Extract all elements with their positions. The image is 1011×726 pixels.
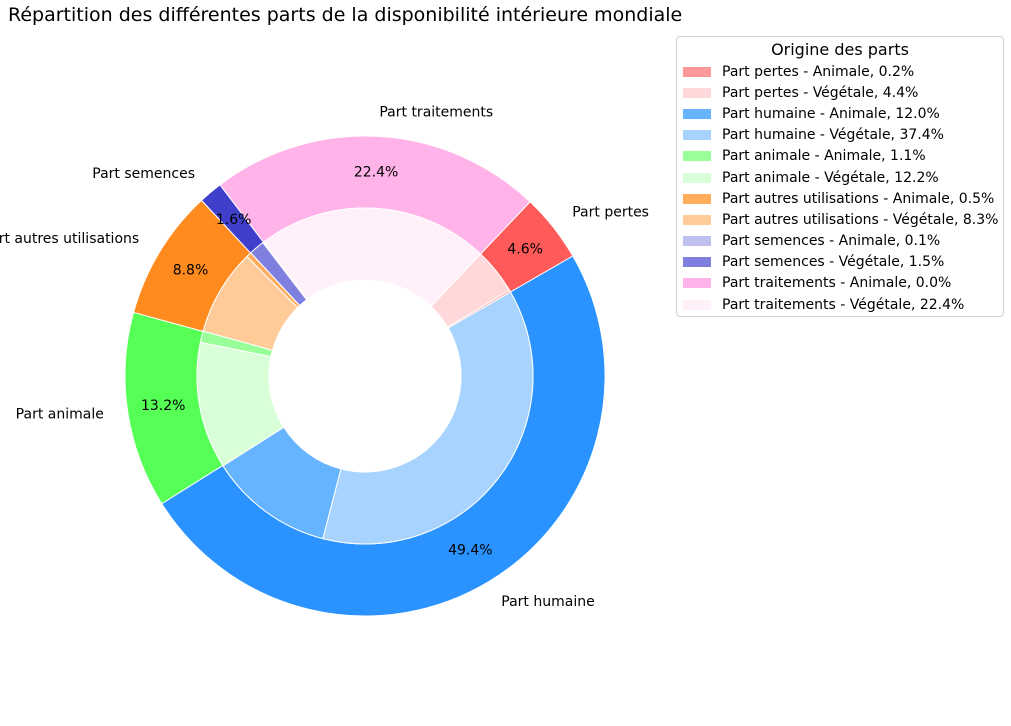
legend-label: Part pertes - Animale, 0.2%: [722, 63, 915, 80]
legend-label: Part traitements - Végétale, 22.4%: [722, 296, 965, 313]
legend-label: Part animale - Végétale, 12.2%: [722, 169, 939, 186]
legend-items: Part pertes - Animale, 0.2% Part pertes -…: [677, 61, 1003, 315]
legend-swatch: [683, 257, 711, 268]
legend-label: Part traitements - Animale, 0.0%: [722, 275, 952, 292]
percent-labels: 4.6% 22.4% 1.6% 8.8% 13.2% 49.4%: [141, 164, 543, 558]
legend-label: Part semences - Végétale, 1.5%: [722, 254, 945, 271]
legend-swatch: [683, 193, 711, 204]
inner-ring: [196, 207, 534, 545]
pct-label-part-traitements: 22.4%: [354, 164, 398, 180]
category-label-part-autres-utilisations: Part autres utilisations: [0, 231, 139, 247]
legend-swatch: [683, 130, 711, 141]
chart-title: Répartition des différentes parts de la …: [8, 4, 683, 26]
legend-swatch: [683, 87, 711, 98]
inner-slice-part-traitements-vegetale: [262, 207, 482, 308]
legend-item: Part traitements - Animale, 0.0%: [677, 273, 1003, 294]
legend-swatch: [683, 66, 711, 77]
legend-item: Part humaine - Végétale, 37.4%: [677, 125, 1003, 146]
legend-item: Part autres utilisations - Animale, 0.5%: [677, 188, 1003, 209]
pct-label-part-humaine: 49.4%: [448, 543, 492, 559]
legend-label: Part autres utilisations - Végétale, 8.3…: [722, 211, 999, 228]
category-label-part-traitements: Part traitements: [379, 104, 493, 120]
legend: Origine des parts Part pertes - Animale,…: [676, 36, 1004, 317]
legend-item: Part humaine - Animale, 12.0%: [677, 103, 1003, 124]
legend-item: Part traitements - Végétale, 22.4%: [677, 294, 1003, 315]
legend-label: Part autres utilisations - Animale, 0.5%: [722, 190, 995, 207]
legend-swatch: [683, 278, 711, 289]
legend-item: Part animale - Végétale, 12.2%: [677, 167, 1003, 188]
legend-item: Part semences - Animale, 0.1%: [677, 231, 1003, 252]
pct-label-part-pertes: 4.6%: [507, 242, 543, 258]
inner-slice-part-humaine-vegetale: [322, 291, 534, 545]
legend-swatch: [683, 151, 711, 162]
legend-swatch: [683, 236, 711, 247]
legend-item: Part autres utilisations - Végétale, 8.3…: [677, 209, 1003, 230]
legend-item: Part pertes - Végétale, 4.4%: [677, 82, 1003, 103]
pct-label-part-autres-utilisations: 8.8%: [173, 262, 209, 278]
category-label-part-semences: Part semences: [92, 166, 195, 182]
legend-item: Part pertes - Animale, 0.2%: [677, 61, 1003, 82]
legend-swatch: [683, 108, 711, 119]
legend-title: Origine des parts: [771, 40, 909, 59]
legend-label: Part humaine - Animale, 12.0%: [722, 105, 940, 122]
legend-item: Part animale - Animale, 1.1%: [677, 146, 1003, 167]
legend-label: Part animale - Animale, 1.1%: [722, 148, 926, 165]
legend-label: Part semences - Animale, 0.1%: [722, 233, 941, 250]
pct-label-part-animale: 13.2%: [141, 398, 185, 414]
legend-item: Part semences - Végétale, 1.5%: [677, 252, 1003, 273]
legend-swatch: [683, 214, 711, 225]
legend-label: Part pertes - Végétale, 4.4%: [722, 84, 919, 101]
category-label-part-animale: Part animale: [16, 407, 104, 423]
category-label-part-humaine: Part humaine: [501, 594, 594, 610]
legend-label: Part humaine - Végétale, 37.4%: [722, 127, 944, 144]
legend-swatch: [683, 299, 711, 310]
category-label-part-pertes: Part pertes: [572, 204, 649, 220]
legend-swatch: [683, 172, 711, 183]
pct-label-part-semences: 1.6%: [216, 212, 252, 228]
category-labels: Part pertes Part traitements Part semences…: [0, 104, 649, 610]
